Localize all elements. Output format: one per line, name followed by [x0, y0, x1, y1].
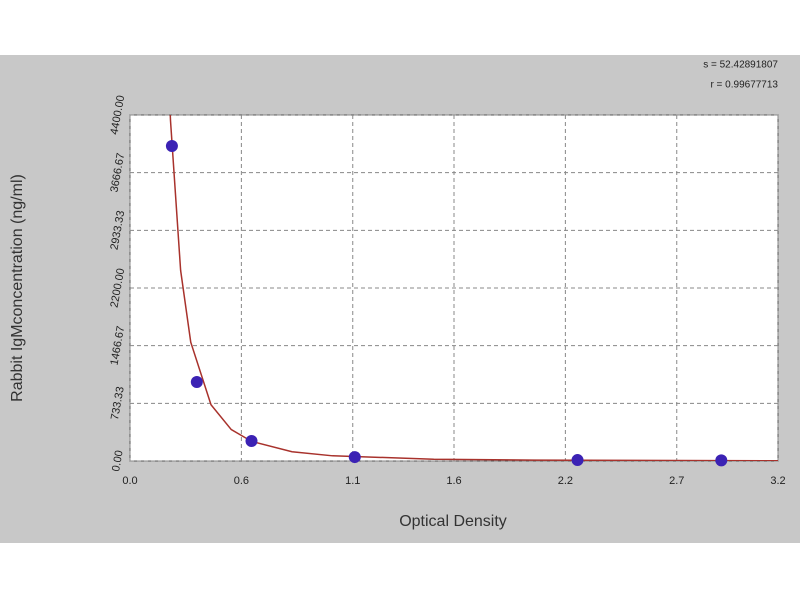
data-point — [348, 451, 361, 464]
annotation: s = 52.42891807 — [703, 60, 778, 71]
x-tick-label: 2.2 — [558, 475, 573, 487]
x-tick-label: 1.6 — [446, 475, 461, 487]
fit-curve — [169, 115, 778, 461]
x-tick-label: 0.0 — [122, 475, 137, 487]
data-point — [245, 435, 258, 448]
x-tick-label: 3.2 — [770, 475, 785, 487]
marks — [169, 115, 778, 461]
annotation: r = 0.99677713 — [710, 80, 778, 91]
data-point — [571, 454, 584, 467]
y-axis-title: Rabbit IgMconcentration (ng/ml) — [9, 174, 26, 402]
x-axis-title: Optical Density — [399, 513, 507, 530]
x-tick-label: 1.1 — [345, 475, 360, 487]
data-point — [715, 454, 728, 467]
x-tick-label: 2.7 — [669, 475, 684, 487]
y-tick-label: 0.00 — [110, 449, 126, 472]
x-tick-label: 0.6 — [234, 475, 249, 487]
y-tick-label: 733.33 — [109, 386, 127, 421]
data-point — [165, 139, 178, 152]
data-point — [190, 375, 203, 388]
